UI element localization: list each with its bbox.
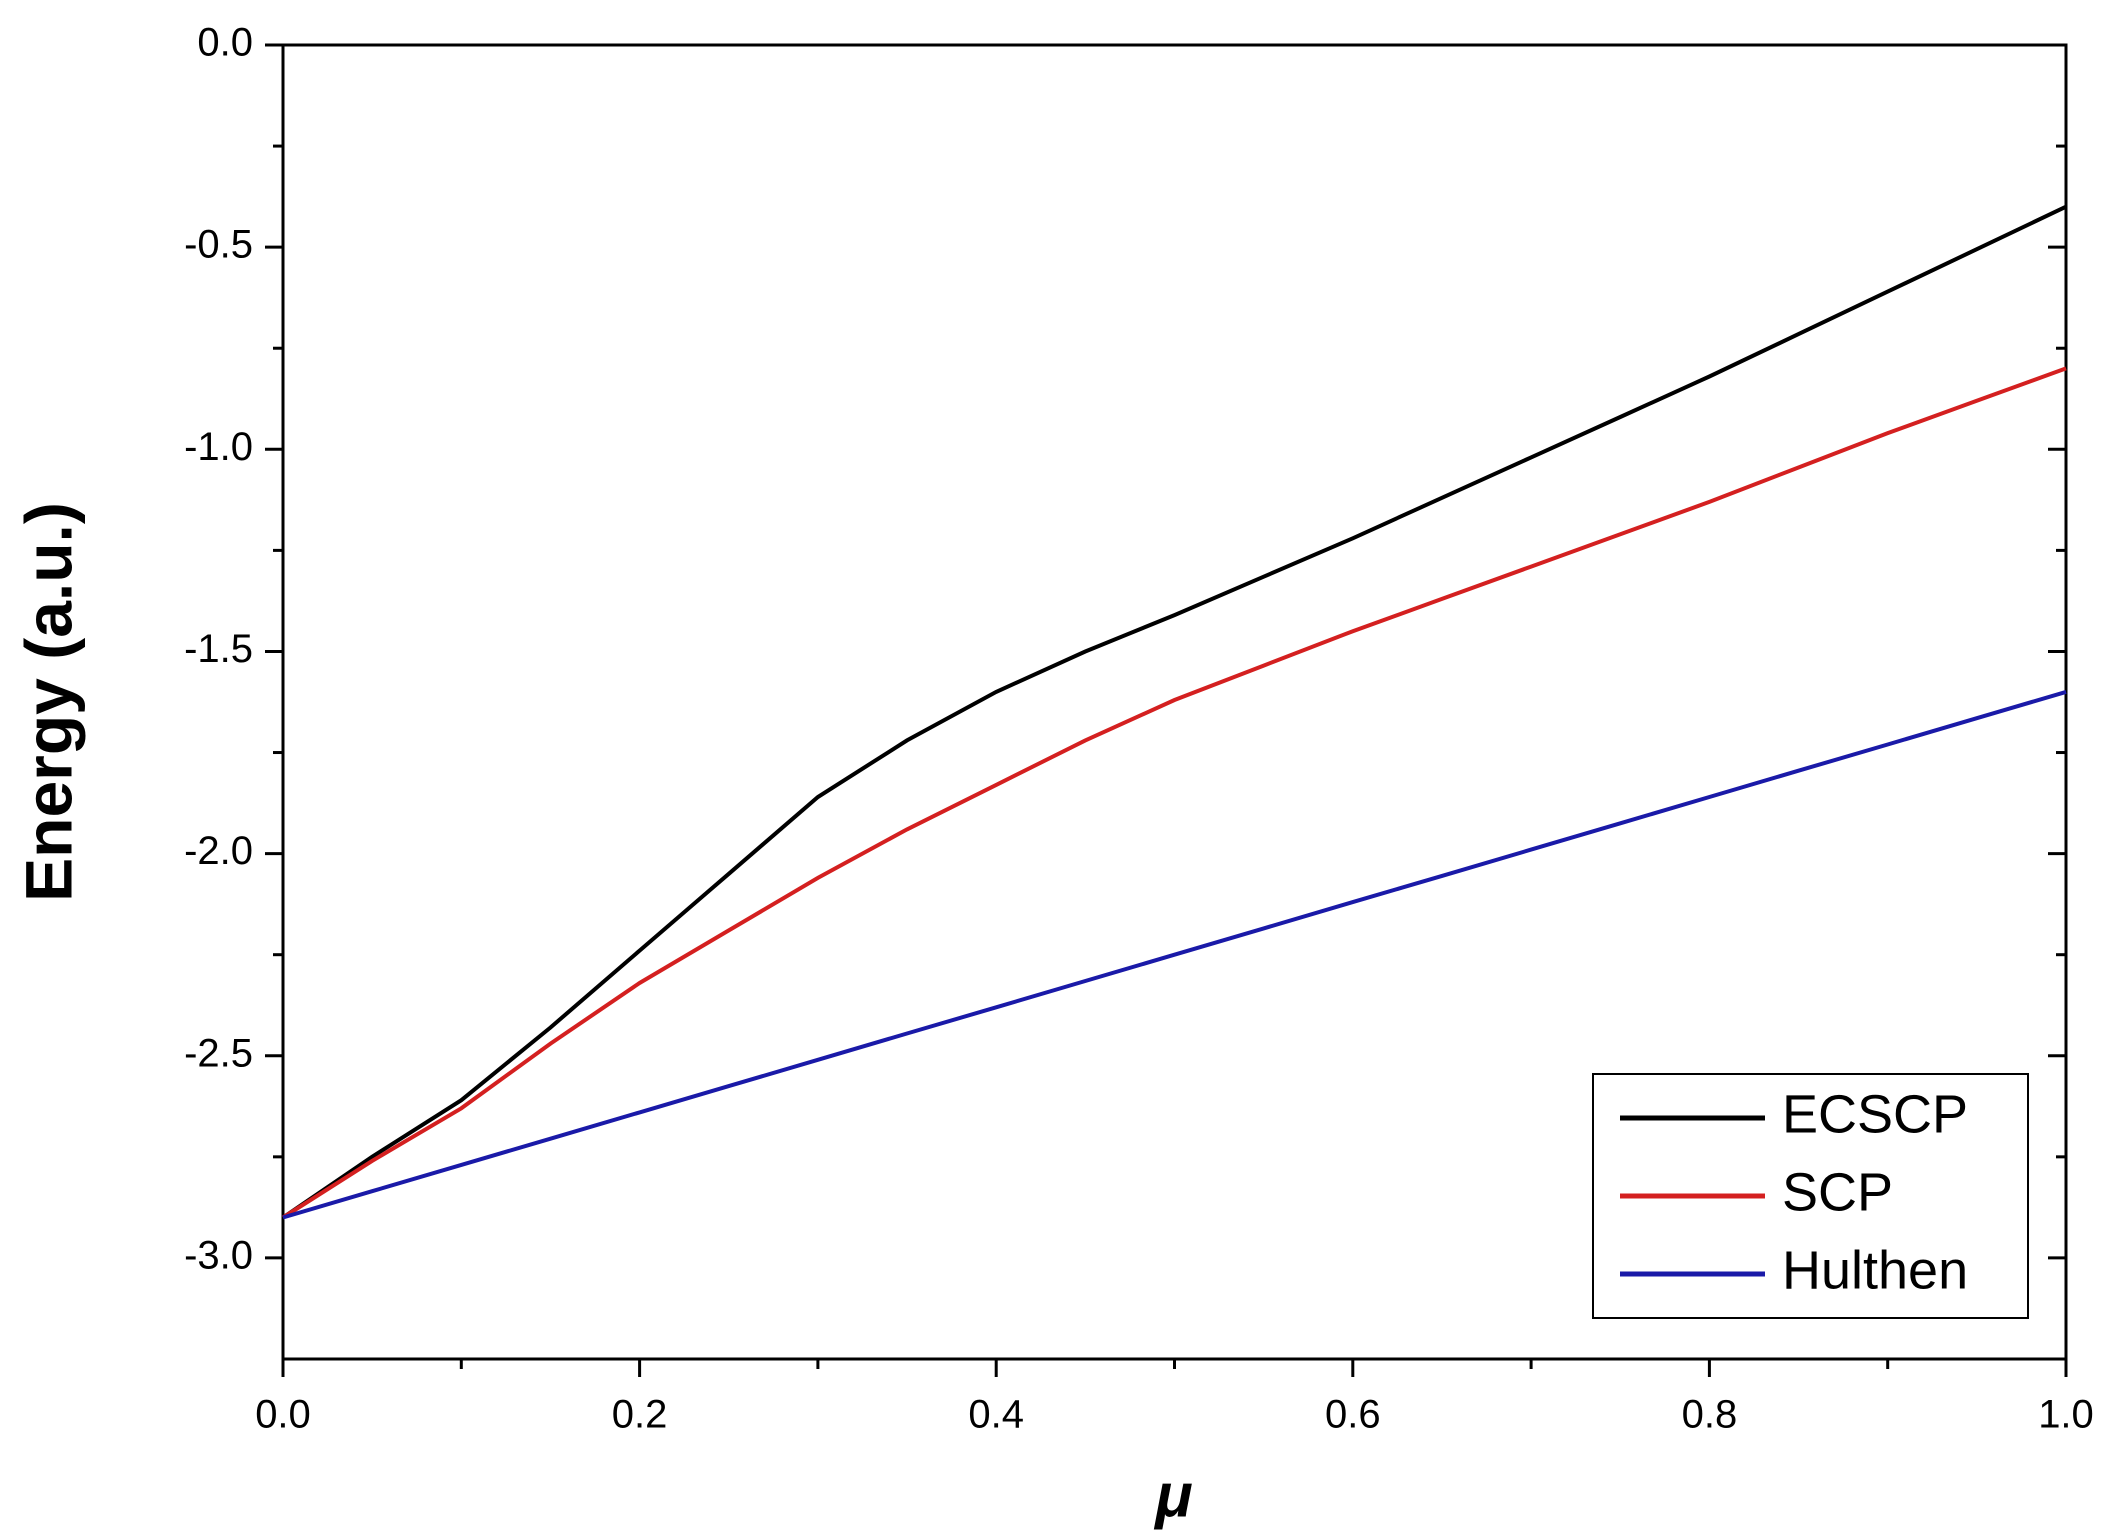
series-line bbox=[282, 689, 2067, 1220]
y-tick-label: 0.0 bbox=[197, 21, 253, 65]
x-tick-label: 0.0 bbox=[255, 1393, 311, 1437]
y-tick-label: -2.0 bbox=[184, 829, 253, 873]
x-axis-label: μ bbox=[1153, 1461, 1192, 1530]
x-tick-label: 0.8 bbox=[1682, 1393, 1738, 1437]
y-tick-label: -0.5 bbox=[184, 223, 253, 267]
x-tick-label: 0.6 bbox=[1325, 1393, 1381, 1437]
x-tick-label: 0.2 bbox=[612, 1393, 668, 1437]
x-tick-label: 0.4 bbox=[968, 1393, 1024, 1437]
y-tick-label: -3.0 bbox=[184, 1233, 253, 1277]
legend-label: ECSCP bbox=[1782, 1084, 1968, 1144]
y-axis-label: Energy (a.u.) bbox=[11, 502, 85, 902]
series-line bbox=[281, 204, 2067, 1220]
x-tick-label: 1.0 bbox=[2038, 1393, 2094, 1437]
y-tick-label: -1.0 bbox=[184, 425, 253, 469]
series-line bbox=[281, 366, 2067, 1220]
legend-label: SCP bbox=[1782, 1162, 1893, 1222]
y-tick-label: -2.5 bbox=[184, 1031, 253, 1075]
legend-label: Hulthen bbox=[1782, 1240, 1968, 1300]
y-tick-label: -1.5 bbox=[184, 627, 253, 671]
